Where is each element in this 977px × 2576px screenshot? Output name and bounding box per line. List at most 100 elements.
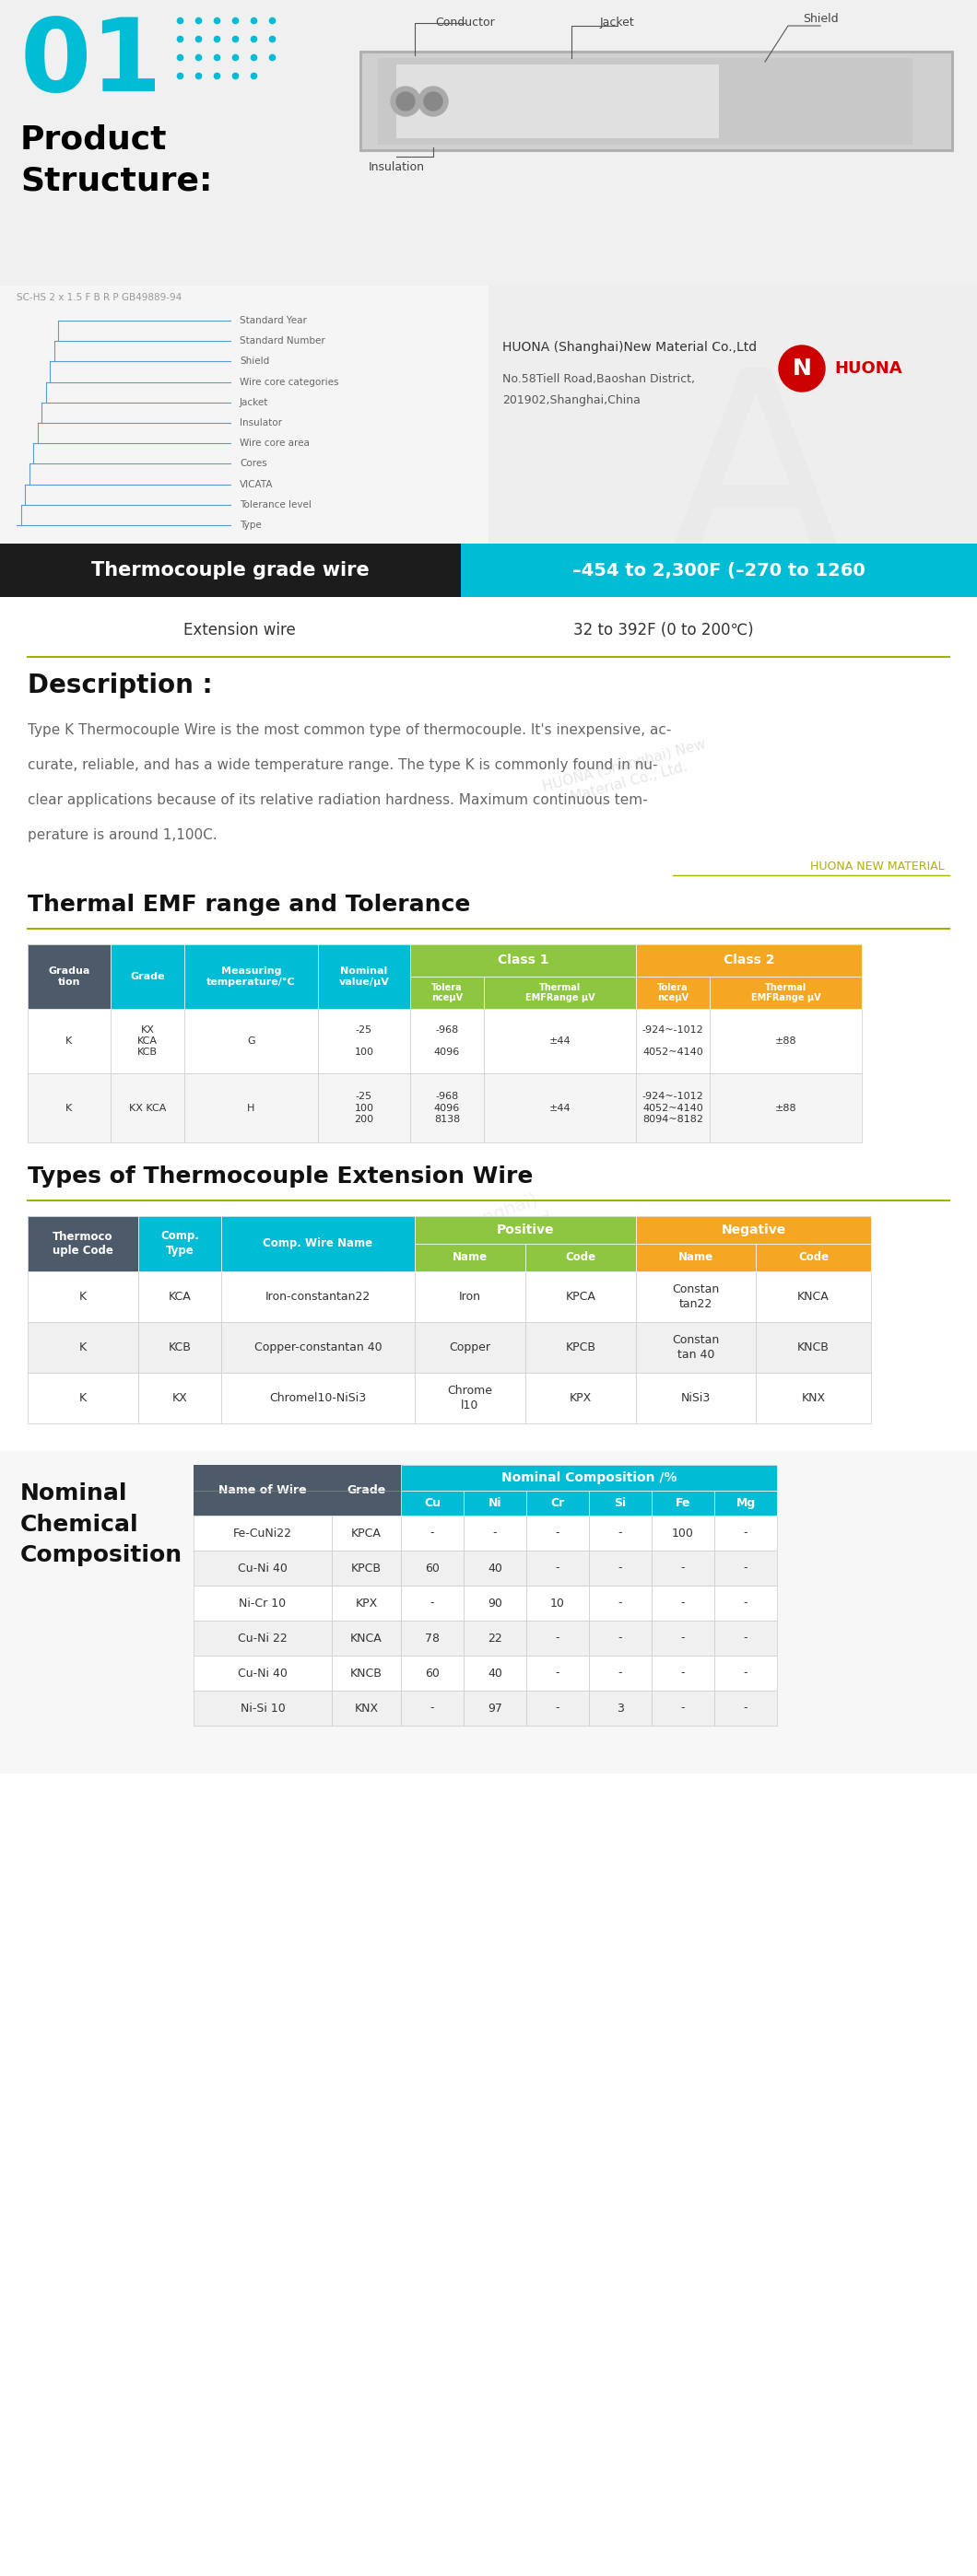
Text: Shield: Shield — [239, 358, 270, 366]
Text: HUONA (Shanghai)
New Material Co., Ltd.: HUONA (Shanghai) New Material Co., Ltd. — [361, 1188, 561, 1291]
Bar — [714, 1587, 777, 1620]
Bar — [464, 1515, 527, 1551]
Text: Si: Si — [615, 1497, 626, 1510]
Bar — [652, 1515, 714, 1551]
Text: 10: 10 — [550, 1597, 565, 1610]
Text: Standard Number: Standard Number — [239, 337, 325, 345]
Text: Thermal EMF range and Tolerance: Thermal EMF range and Tolerance — [27, 894, 470, 917]
Bar — [401, 1492, 464, 1515]
Text: Positive: Positive — [496, 1224, 554, 1236]
Text: Cu-Ni 22: Cu-Ni 22 — [238, 1633, 287, 1643]
Bar — [464, 1492, 527, 1515]
Text: Wire core categories: Wire core categories — [239, 376, 339, 386]
Text: N: N — [792, 358, 812, 379]
Bar — [756, 1321, 871, 1373]
Bar — [410, 1010, 484, 1074]
Bar — [332, 1656, 401, 1690]
Bar — [527, 1492, 589, 1515]
Text: -: - — [743, 1561, 747, 1574]
Bar — [378, 59, 913, 144]
Bar — [0, 1450, 977, 1772]
Bar — [526, 1244, 636, 1273]
Bar — [636, 1010, 709, 1074]
Bar — [332, 1515, 401, 1551]
Bar — [636, 976, 709, 1010]
Bar — [589, 1587, 652, 1620]
Text: Copper-constantan 40: Copper-constantan 40 — [254, 1342, 382, 1352]
Text: 40: 40 — [488, 1667, 502, 1680]
Bar — [193, 1620, 332, 1656]
Bar — [589, 1492, 652, 1515]
Text: -: - — [556, 1528, 560, 1538]
Text: KNCA: KNCA — [351, 1633, 382, 1643]
Bar — [139, 1216, 221, 1273]
Text: 32 to 392F (0 to 200℃): 32 to 392F (0 to 200℃) — [573, 621, 754, 639]
Text: Comp.
Type: Comp. Type — [160, 1231, 199, 1257]
Text: ±44: ±44 — [549, 1036, 571, 1046]
Bar — [27, 945, 862, 1010]
Bar — [415, 1373, 526, 1425]
Text: KPCA: KPCA — [351, 1528, 382, 1538]
Bar — [0, 286, 488, 544]
Bar — [362, 54, 952, 149]
Text: 22: 22 — [488, 1633, 502, 1643]
Bar — [139, 1321, 221, 1373]
Bar — [652, 1620, 714, 1656]
Bar — [139, 1373, 221, 1425]
Text: Standard Year: Standard Year — [239, 317, 307, 325]
Bar — [652, 1656, 714, 1690]
Text: Thermal
EMFRange μV: Thermal EMFRange μV — [751, 984, 821, 1002]
Bar — [318, 1074, 410, 1141]
Text: HUONA NEW MATERIAL: HUONA NEW MATERIAL — [811, 860, 945, 873]
Bar — [318, 945, 410, 1010]
Text: Ni: Ni — [488, 1497, 501, 1510]
Bar — [526, 1273, 636, 1321]
Text: HUONA: HUONA — [834, 361, 902, 376]
Text: -924~-1012

4052~4140: -924~-1012 4052~4140 — [642, 1025, 703, 1056]
Bar — [27, 1216, 139, 1273]
Bar — [193, 1551, 332, 1587]
Text: 3: 3 — [616, 1703, 624, 1713]
Bar — [709, 976, 862, 1010]
Text: Fe: Fe — [675, 1497, 691, 1510]
Circle shape — [418, 88, 447, 116]
Bar — [221, 1216, 415, 1273]
Bar — [415, 1273, 526, 1321]
Circle shape — [397, 93, 415, 111]
Text: KCB: KCB — [168, 1342, 191, 1352]
Text: KPCB: KPCB — [351, 1561, 382, 1574]
Bar — [401, 1587, 464, 1620]
Bar — [139, 1273, 221, 1321]
Bar — [401, 1656, 464, 1690]
Text: 01: 01 — [21, 13, 163, 113]
Text: Class 2: Class 2 — [723, 953, 775, 966]
Text: Constan
tan 40: Constan tan 40 — [672, 1334, 719, 1360]
Text: curate, reliable, and has a wide temperature range. The type K is commonly found: curate, reliable, and has a wide tempera… — [27, 757, 658, 773]
Bar — [714, 1690, 777, 1726]
Text: -: - — [681, 1703, 685, 1713]
Text: Thermoco
uple Code: Thermoco uple Code — [53, 1231, 113, 1257]
Text: ±44: ±44 — [549, 1103, 571, 1113]
Text: 40: 40 — [488, 1561, 502, 1574]
Bar — [401, 1551, 464, 1587]
Text: Thermocouple grade wire: Thermocouple grade wire — [92, 562, 369, 580]
Bar — [526, 1321, 636, 1373]
Text: Type: Type — [239, 520, 262, 531]
Text: Chromel10-NiSi3: Chromel10-NiSi3 — [270, 1391, 366, 1404]
Bar — [464, 1587, 527, 1620]
Text: -: - — [556, 1667, 560, 1680]
Bar — [484, 1074, 636, 1141]
Text: Iron: Iron — [459, 1291, 481, 1303]
Text: -: - — [743, 1597, 747, 1610]
Bar — [221, 1321, 415, 1373]
Text: Shield: Shield — [802, 13, 838, 26]
Bar — [110, 1010, 185, 1074]
Bar — [636, 1373, 756, 1425]
Bar — [193, 1656, 332, 1690]
Text: 78: 78 — [425, 1633, 440, 1643]
Text: -: - — [681, 1633, 685, 1643]
Circle shape — [424, 93, 443, 111]
Bar — [27, 1074, 110, 1141]
Text: ±88: ±88 — [775, 1103, 796, 1113]
Bar — [27, 945, 110, 1010]
